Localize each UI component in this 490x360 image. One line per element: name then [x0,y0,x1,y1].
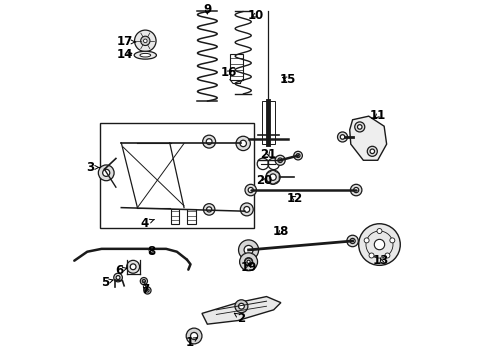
Bar [171,210,179,224]
Circle shape [350,184,362,196]
Text: 21: 21 [260,148,276,161]
Circle shape [142,279,146,283]
Circle shape [358,125,362,129]
Text: 9: 9 [203,3,212,16]
Circle shape [186,328,202,344]
Circle shape [207,207,212,212]
Circle shape [135,30,156,51]
Text: 16: 16 [220,66,237,79]
Circle shape [141,36,150,45]
Bar [230,54,243,80]
Circle shape [130,264,136,270]
Circle shape [146,289,149,292]
Text: 13: 13 [373,254,390,267]
Circle shape [338,132,347,142]
Circle shape [144,287,151,294]
Circle shape [364,238,369,243]
Circle shape [369,253,374,258]
Circle shape [240,253,258,271]
Circle shape [240,203,253,216]
Circle shape [377,229,382,234]
Circle shape [275,155,285,165]
Text: 19: 19 [241,261,257,274]
Text: 12: 12 [287,192,303,205]
Text: 20: 20 [257,174,273,186]
Circle shape [236,136,250,150]
Circle shape [98,165,114,181]
Circle shape [144,39,147,42]
Text: 11: 11 [369,109,386,122]
Text: 14: 14 [117,48,133,61]
Text: 6: 6 [115,264,127,277]
Circle shape [354,188,359,193]
Ellipse shape [134,51,156,59]
Circle shape [114,273,122,282]
Circle shape [244,207,250,212]
Text: 2: 2 [234,311,245,325]
Circle shape [126,260,140,273]
Circle shape [359,224,400,265]
Circle shape [390,238,395,243]
Circle shape [347,235,358,247]
Circle shape [385,253,390,258]
Ellipse shape [140,53,151,57]
Circle shape [240,140,246,147]
Circle shape [374,239,385,250]
Bar [262,101,275,144]
Text: 15: 15 [280,73,296,86]
Circle shape [245,258,253,266]
Circle shape [140,278,147,285]
Circle shape [270,174,276,180]
Circle shape [248,188,253,193]
Text: 4: 4 [141,216,154,230]
Circle shape [206,139,212,144]
Circle shape [370,149,374,154]
Circle shape [368,146,377,156]
Circle shape [245,258,252,265]
Circle shape [203,204,215,215]
Text: 17: 17 [117,35,136,49]
Circle shape [203,135,216,148]
Text: 8: 8 [147,244,155,257]
Bar [187,210,196,224]
Polygon shape [202,297,281,324]
Circle shape [239,240,259,260]
Circle shape [340,135,345,139]
Text: 1: 1 [185,336,197,349]
Circle shape [247,260,250,264]
Text: 7: 7 [141,283,149,296]
Circle shape [355,122,365,132]
Circle shape [278,158,282,162]
Text: 5: 5 [101,276,113,289]
Text: 18: 18 [272,225,289,238]
Polygon shape [350,116,387,160]
Circle shape [239,303,245,309]
Circle shape [103,169,110,176]
Bar [100,123,254,228]
Circle shape [266,170,280,184]
Circle shape [191,332,197,339]
Circle shape [235,300,248,313]
Circle shape [350,238,355,244]
Text: 10: 10 [247,9,264,22]
Circle shape [244,246,253,255]
Circle shape [296,154,300,158]
Text: 3: 3 [86,161,99,174]
Circle shape [116,276,120,279]
Circle shape [294,151,302,160]
Circle shape [245,184,256,196]
